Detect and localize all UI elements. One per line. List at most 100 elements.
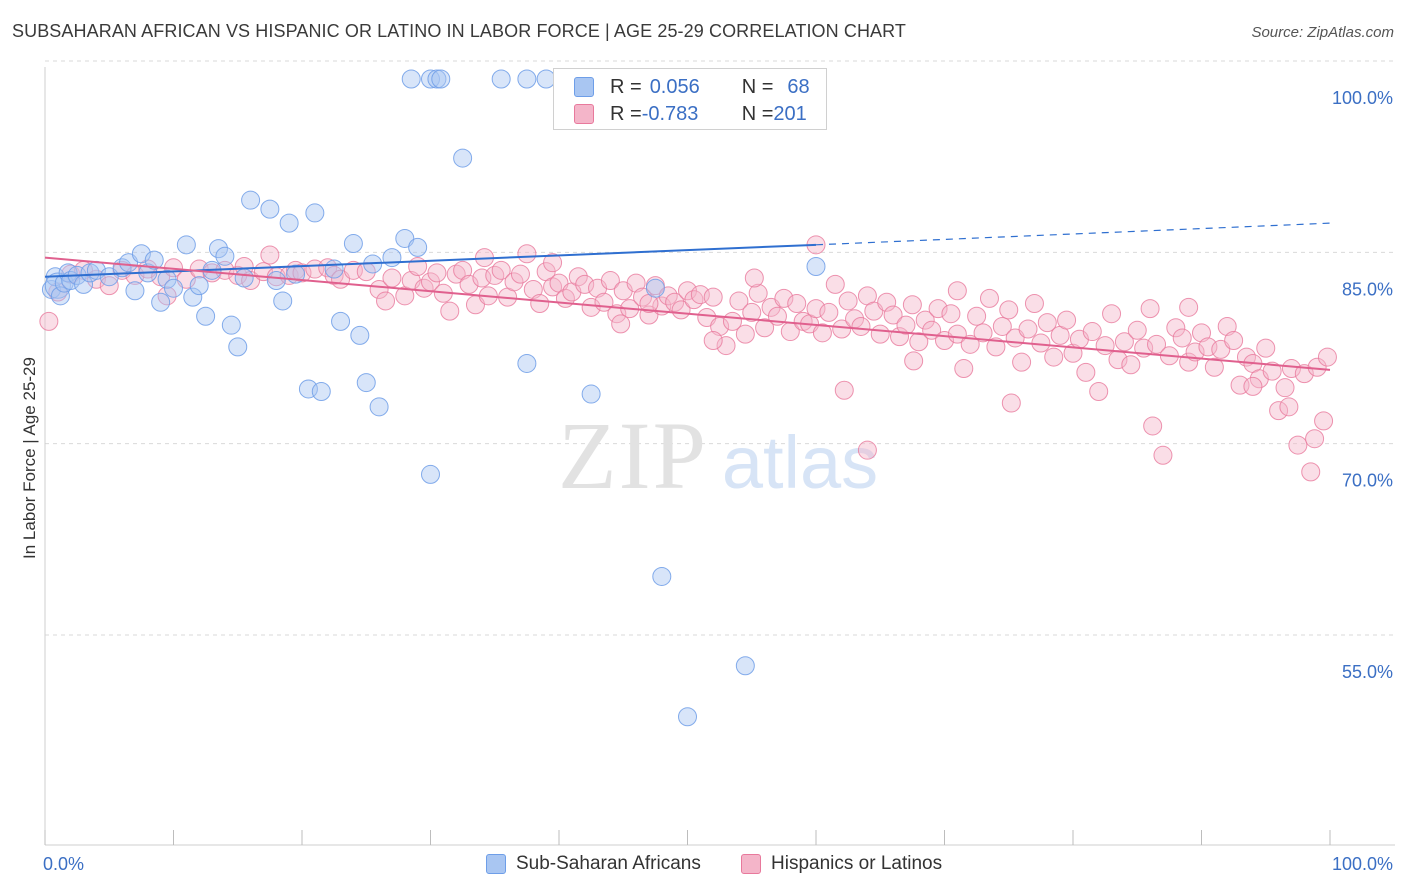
data-point-hispanic [896, 315, 916, 335]
data-point-subsaharan [806, 257, 826, 277]
watermark-atlas: atlas [722, 421, 878, 504]
x-tick-label: 100.0% [1332, 854, 1393, 874]
data-point-hispanic [1057, 310, 1077, 330]
data-point-subsaharan [408, 237, 428, 257]
data-point-subsaharan [273, 291, 293, 311]
data-point-subsaharan [645, 278, 665, 298]
data-point-hispanic [744, 268, 764, 288]
data-point-hispanic [947, 281, 967, 301]
data-point-hispanic [819, 302, 839, 322]
data-point-hispanic [851, 316, 871, 336]
data-point-hispanic [941, 304, 961, 324]
data-point-subsaharan [228, 337, 248, 357]
data-point-subsaharan [652, 566, 672, 586]
data-point-subsaharan [189, 276, 209, 296]
legend-swatch-blue [574, 77, 594, 97]
data-point-hispanic [703, 330, 723, 350]
data-point-subsaharan [324, 259, 344, 279]
y-tick-label: 100.0% [1332, 88, 1393, 108]
data-point-hispanic [1305, 429, 1325, 449]
data-point-subsaharan [581, 384, 601, 404]
data-point-hispanic [967, 306, 987, 326]
data-point-hispanic [1082, 322, 1102, 342]
data-point-hispanic [1147, 334, 1167, 354]
x-tick-label: 0.0% [43, 854, 84, 874]
legend-n-value: 201 [773, 102, 807, 125]
trend-line-hispanic [44, 256, 1331, 371]
trend-lines [44, 222, 1331, 371]
data-point-hispanic [318, 258, 338, 278]
data-point-subsaharan [125, 281, 145, 301]
data-point-hispanic [787, 293, 807, 313]
data-point-hispanic [838, 291, 858, 311]
data-point-hispanic [928, 299, 948, 319]
data-point-hispanic [1095, 336, 1115, 356]
data-point-hispanic [1301, 462, 1321, 482]
legend-item-hispanics-or-latinos[interactable]: Hispanics or Latinos [741, 853, 942, 875]
data-point-hispanic [292, 263, 312, 283]
data-point-hispanic [883, 305, 903, 325]
data-point-subsaharan [431, 69, 451, 89]
data-point-hispanic [39, 311, 59, 331]
data-point-hispanic [684, 290, 704, 310]
data-point-hispanic [376, 291, 396, 311]
data-point-subsaharan [382, 248, 402, 268]
data-point-hispanic [427, 263, 447, 283]
data-point-hispanic [999, 300, 1019, 320]
data-point-subsaharan [517, 69, 537, 89]
data-point-hispanic [440, 301, 460, 321]
data-point-hispanic [1269, 401, 1289, 421]
legend-label: Sub-Saharan Africans [516, 853, 701, 874]
data-point-hispanic [1204, 357, 1224, 377]
data-point-subsaharan [164, 278, 183, 298]
data-point-subsaharan [305, 203, 325, 223]
legend-item-sub-saharan-africans[interactable]: Sub-Saharan Africans [486, 853, 701, 875]
data-point-hispanic [1317, 347, 1337, 367]
data-point-hispanic [1224, 330, 1244, 350]
data-point-subsaharan [491, 69, 511, 89]
data-point-hispanic [665, 292, 685, 312]
data-point-hispanic [1279, 397, 1299, 417]
data-point-hispanic [825, 274, 845, 294]
data-point-hispanic [774, 288, 794, 308]
data-point-hispanic [581, 297, 601, 317]
data-point-hispanic [568, 267, 588, 287]
data-point-hispanic [832, 319, 852, 339]
data-point-hispanic [1127, 320, 1147, 340]
data-point-hispanic [973, 323, 993, 343]
data-point-hispanic [986, 337, 1006, 357]
data-point-hispanic [1018, 319, 1038, 339]
series-sub-saharan-africans [41, 69, 826, 727]
data-point-subsaharan [279, 213, 299, 233]
data-point-hispanic [960, 334, 980, 354]
data-point-hispanic [1102, 304, 1122, 324]
grid-lines [45, 60, 1395, 636]
data-point-hispanic [1262, 361, 1282, 381]
legend-swatch-pink [574, 104, 594, 124]
data-point-hispanic [1024, 293, 1044, 313]
data-point-subsaharan [260, 199, 280, 219]
data-point-subsaharan [144, 250, 164, 270]
data-point-hispanic [1172, 328, 1192, 348]
data-point-hispanic [806, 299, 826, 319]
data-point-hispanic [523, 279, 543, 299]
data-point-subsaharan [234, 268, 254, 288]
data-point-subsaharan [735, 656, 755, 676]
legend-r-label: R = [610, 75, 642, 98]
y-tick-label: 85.0% [1342, 279, 1393, 299]
data-point-hispanic [1089, 382, 1109, 402]
data-point-subsaharan [343, 234, 363, 254]
data-point-hispanic [834, 380, 854, 400]
data-point-hispanic [1012, 352, 1032, 372]
data-point-hispanic [1153, 445, 1173, 465]
legend-r-label: R = [610, 102, 642, 125]
y-tick-label: 55.0% [1342, 662, 1393, 682]
data-point-subsaharan [241, 190, 261, 210]
data-point-hispanic [742, 302, 762, 322]
data-point-hispanic [1288, 435, 1308, 455]
legend-row-pink: R = -0.783 N = 201 [574, 101, 807, 127]
data-point-hispanic [575, 274, 595, 294]
data-point-hispanic [607, 304, 627, 324]
data-point-subsaharan [311, 382, 331, 402]
